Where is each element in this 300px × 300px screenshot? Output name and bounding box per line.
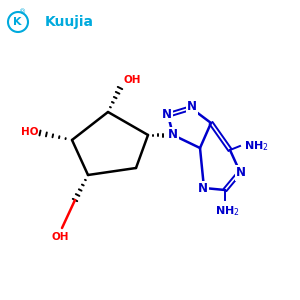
Text: N: N	[236, 167, 246, 179]
Text: HO: HO	[20, 127, 38, 137]
Text: ®: ®	[19, 9, 26, 15]
Text: NH$_2$: NH$_2$	[244, 139, 268, 153]
Text: Kuujia: Kuujia	[45, 15, 94, 29]
Text: NH$_2$: NH$_2$	[215, 204, 239, 218]
Text: OH: OH	[123, 75, 140, 85]
Text: N: N	[168, 128, 178, 142]
Text: OH: OH	[51, 232, 69, 242]
Text: N: N	[187, 100, 197, 113]
Text: N: N	[162, 107, 172, 121]
Text: N: N	[198, 182, 208, 196]
Text: K: K	[13, 17, 21, 27]
